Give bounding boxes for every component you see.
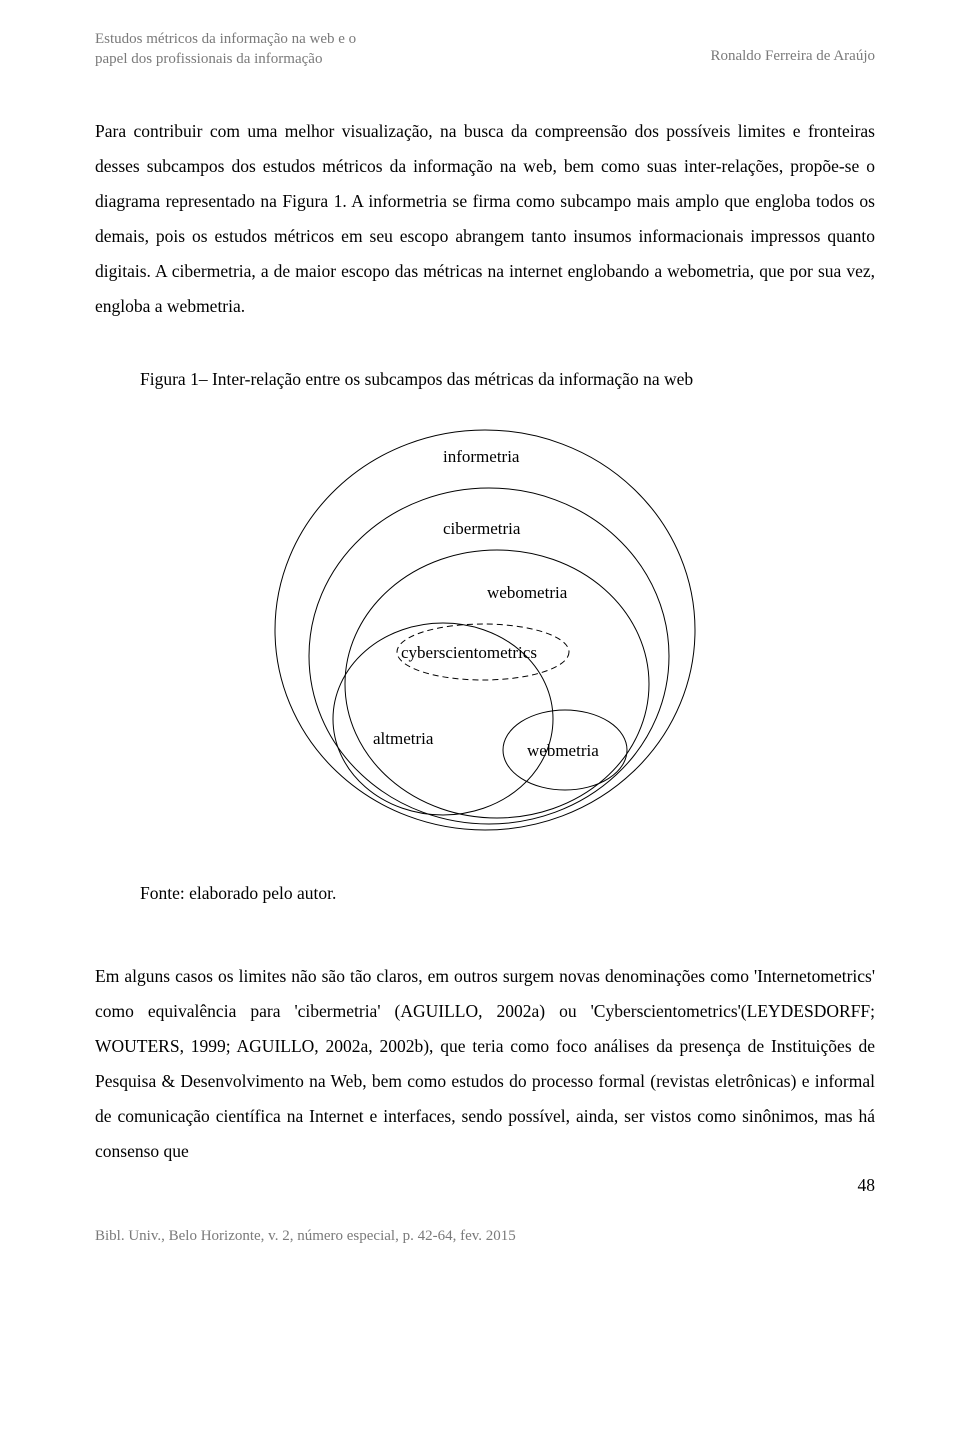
page-header: Estudos métricos da informação na web e … bbox=[95, 30, 875, 69]
label-altmetria: altmetria bbox=[373, 729, 433, 749]
label-cibermetria: cibermetria bbox=[443, 519, 520, 539]
diagram-svg bbox=[265, 415, 705, 855]
header-title: Estudos métricos da informação na web e … bbox=[95, 30, 710, 69]
figure-caption: Figura 1– Inter-relação entre os subcamp… bbox=[140, 369, 875, 390]
label-webmetria: webmetria bbox=[527, 741, 599, 761]
header-author: Ronaldo Ferreira de Araújo bbox=[710, 30, 875, 67]
label-informetria: informetria bbox=[443, 447, 519, 467]
label-webometria: webometria bbox=[487, 583, 567, 603]
paragraph-2: Em alguns casos os limites não são tão c… bbox=[95, 959, 875, 1169]
figure-source: Fonte: elaborado pelo autor. bbox=[140, 883, 875, 904]
label-cyberscientometrics: cyberscientometrics bbox=[401, 643, 537, 663]
header-title-line2: papel dos profissionais da informação bbox=[95, 50, 710, 70]
venn-diagram: informetria cibermetria webometria cybersci… bbox=[265, 415, 705, 855]
paragraph-1: Para contribuir com uma melhor visualiza… bbox=[95, 114, 875, 324]
header-title-line1: Estudos métricos da informação na web e … bbox=[95, 30, 710, 50]
page-footer: Bibl. Univ., Belo Horizonte, v. 2, númer… bbox=[95, 1228, 875, 1245]
page-number: 48 bbox=[95, 1175, 875, 1196]
